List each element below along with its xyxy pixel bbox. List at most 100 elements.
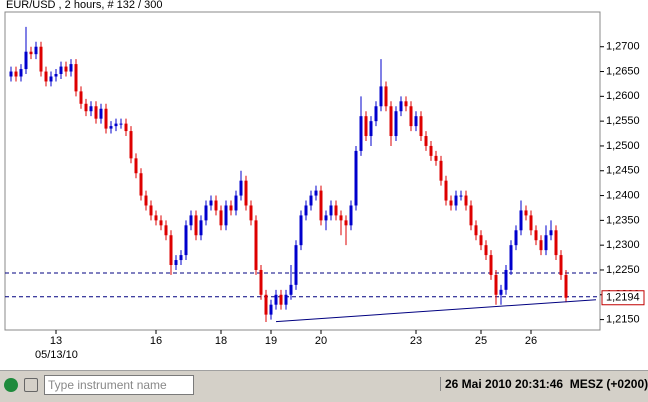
candle-body (174, 260, 178, 266)
candle-body (324, 215, 328, 221)
candle-body (269, 304, 273, 315)
y-tick-label: 1,2350 (606, 214, 640, 226)
candle-body (29, 51, 33, 55)
candle-body (359, 116, 363, 151)
candle-body (469, 205, 473, 226)
candle-body (89, 106, 93, 112)
x-tick-label: 19 (265, 335, 277, 347)
candle-body (509, 245, 513, 270)
candle-body (229, 205, 233, 211)
candle-body (559, 255, 563, 275)
candle-body (259, 269, 263, 295)
x-tick-label: 23 (410, 335, 422, 347)
candle-body (514, 230, 518, 246)
candle-body (424, 136, 428, 146)
candle-body (289, 284, 293, 295)
candle-body (364, 116, 368, 137)
candle-body (329, 205, 333, 216)
candle-body (504, 269, 508, 290)
x-tick-label: 20 (315, 335, 327, 347)
candle-body (564, 274, 568, 298)
candle-body (104, 108, 108, 129)
candle-body (119, 123, 123, 125)
candle-body (24, 51, 28, 70)
candle-body (429, 145, 433, 156)
y-tick-label: 1,2550 (606, 115, 640, 127)
candle-body (484, 245, 488, 256)
candle-body (434, 155, 438, 161)
candle-body (449, 200, 453, 206)
candle-body (204, 205, 208, 221)
candle-body (189, 215, 193, 226)
y-tick-label: 1,2400 (606, 189, 640, 201)
candle-body (369, 121, 373, 137)
candle-body (299, 215, 303, 246)
x-tick-label: 16 (150, 335, 162, 347)
clock: 26 Mai 2010 20:31:46 MESZ (+0200) (440, 377, 648, 391)
candle-body (524, 210, 528, 216)
candle-body (319, 190, 323, 221)
status-bar: Type instrument name 26 Mai 2010 20:31:4… (0, 370, 648, 402)
candle-body (309, 195, 313, 206)
candle-body (354, 150, 358, 206)
candle-body (224, 205, 228, 226)
candle-body (274, 294, 278, 305)
y-tick-label: 1,2250 (606, 264, 640, 276)
candle-body (79, 91, 83, 104)
candle-body (94, 106, 98, 119)
candle-body (534, 230, 538, 241)
candle-body (34, 46, 38, 55)
candle-body (539, 240, 543, 251)
candle-body (74, 64, 78, 92)
candle-body (124, 123, 128, 132)
candle-body (264, 294, 268, 315)
candle-body (279, 294, 283, 305)
candle-body (554, 230, 558, 256)
candle-body (384, 86, 388, 107)
candle-body (374, 106, 378, 122)
candle-body (459, 195, 463, 197)
y-tick-label: 1,2600 (606, 90, 640, 102)
candle-body (59, 66, 63, 75)
candle-body (69, 64, 73, 72)
candle-body (444, 180, 448, 201)
candle-body (499, 289, 503, 295)
candle-body (239, 180, 243, 196)
search-icon[interactable] (24, 378, 38, 392)
candle-body (54, 74, 58, 77)
candle-body (9, 71, 13, 77)
candle-body (414, 116, 418, 127)
candle-body (49, 76, 53, 82)
candle-body (199, 220, 203, 236)
candle-body (84, 103, 88, 112)
candle-body (344, 220, 348, 226)
y-tick-label: 1,2500 (606, 140, 640, 152)
x-tick-label: 18 (215, 335, 227, 347)
date-label: 05/13/10 (35, 349, 78, 361)
candle-body (149, 205, 153, 216)
candle-body (214, 200, 218, 211)
candle-body (249, 205, 253, 221)
candle-body (129, 131, 133, 159)
candle-body (244, 180, 248, 206)
candle-body (219, 210, 223, 226)
candle-body (184, 225, 188, 256)
candle-body (134, 158, 138, 174)
candle-body (64, 66, 68, 72)
candle-body (304, 205, 308, 216)
x-tick-label: 26 (525, 335, 537, 347)
trend-line (275, 299, 597, 323)
x-tick-label: 13 (50, 335, 62, 347)
candle-body (464, 195, 468, 206)
candle-body (314, 190, 318, 196)
price-tag (601, 290, 645, 306)
candle-body (544, 235, 548, 251)
candle-body (389, 106, 393, 137)
candle-body (494, 274, 498, 295)
candle-body (294, 245, 298, 285)
y-tick-label: 1,2150 (606, 313, 640, 325)
instrument-search[interactable]: Type instrument name (44, 375, 194, 395)
candle-body (99, 108, 103, 119)
candle-body (454, 195, 458, 206)
